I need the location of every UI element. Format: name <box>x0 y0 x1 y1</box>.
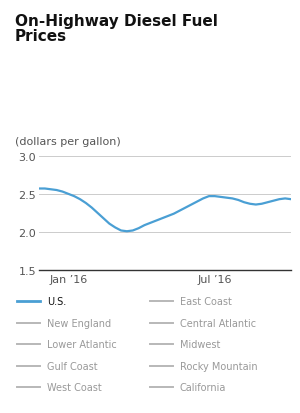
Text: East Coast: East Coast <box>180 297 232 306</box>
Text: Rocky Mountain: Rocky Mountain <box>180 361 257 370</box>
Text: California: California <box>180 382 226 392</box>
Text: U.S.: U.S. <box>47 297 66 306</box>
Text: New England: New England <box>47 318 111 328</box>
Text: West Coast: West Coast <box>47 382 102 392</box>
Text: Lower Atlantic: Lower Atlantic <box>47 339 117 349</box>
Text: Central Atlantic: Central Atlantic <box>180 318 256 328</box>
Text: (dollars per gallon): (dollars per gallon) <box>15 137 121 147</box>
Text: Midwest: Midwest <box>180 339 220 349</box>
Text: On-Highway Diesel Fuel: On-Highway Diesel Fuel <box>15 14 218 29</box>
Text: Prices: Prices <box>15 29 67 44</box>
Text: Gulf Coast: Gulf Coast <box>47 361 98 370</box>
